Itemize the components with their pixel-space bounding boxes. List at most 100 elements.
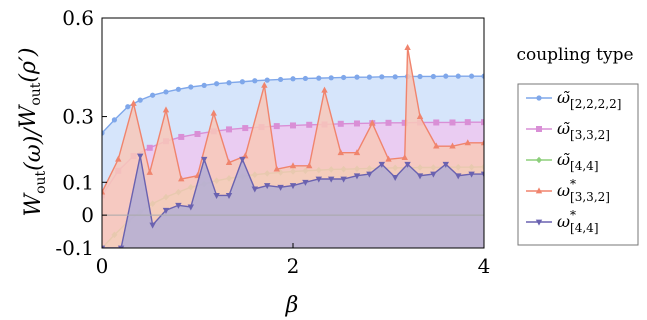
- data-point: [379, 74, 385, 80]
- data-point: [328, 75, 334, 81]
- legend-label: ω̃[3,3,2]: [557, 119, 610, 142]
- data-point: [162, 207, 170, 214]
- data-point: [115, 155, 122, 162]
- data-point: [480, 139, 484, 146]
- series-line: [102, 155, 484, 248]
- plot-area: [102, 43, 484, 248]
- data-point: [321, 86, 328, 93]
- data-point: [146, 168, 153, 175]
- x-axis-label: β: [285, 293, 299, 318]
- data-point: [273, 123, 280, 130]
- y-axis-label: Wout(ω)/Wout(ρ′): [16, 47, 49, 216]
- data-point: [264, 183, 271, 190]
- data-point: [337, 120, 344, 127]
- data-point: [430, 73, 436, 80]
- data-point: [404, 161, 411, 168]
- data-point: [468, 73, 475, 79]
- data-point: [277, 76, 284, 83]
- data-point: [328, 176, 335, 183]
- data-point: [149, 222, 156, 229]
- x-tick-label: 0: [96, 254, 109, 278]
- data-point: [392, 74, 398, 80]
- data-point: [404, 43, 411, 50]
- data-point: [163, 89, 169, 95]
- data-point: [194, 130, 201, 137]
- legend-entry: ω* [4,4]: [526, 208, 599, 235]
- data-point: [137, 97, 143, 103]
- data-point: [273, 165, 280, 172]
- data-point: [175, 86, 181, 92]
- data-point: [289, 183, 297, 190]
- data-point: [213, 193, 220, 200]
- y-tick-label: -0.1: [55, 236, 94, 260]
- data-point: [290, 122, 296, 129]
- legend-marker: [535, 187, 543, 194]
- data-point: [480, 171, 484, 178]
- legend: coupling type ω̃[2,2,2,2] ω̃[3,3,2] ω̃[4,4…: [516, 45, 639, 246]
- data-point: [464, 119, 471, 126]
- data-point: [433, 119, 440, 126]
- data-point: [353, 173, 361, 180]
- data-point: [416, 112, 424, 119]
- legend-title: coupling type: [516, 45, 633, 65]
- series-line: [102, 47, 484, 193]
- series-5: [102, 153, 484, 248]
- data-point: [417, 73, 423, 80]
- legend-marker: [535, 219, 543, 226]
- data-point: [340, 176, 347, 183]
- y-tick-label: 0.1: [62, 170, 94, 194]
- data-point: [302, 179, 309, 186]
- data-point: [337, 149, 344, 156]
- data-point: [354, 74, 360, 80]
- data-point: [251, 186, 258, 193]
- legend-marker: [536, 95, 542, 101]
- data-point: [306, 162, 313, 169]
- data-point: [277, 184, 284, 191]
- data-point: [226, 126, 233, 133]
- legend-entry: ω̃[2,2,2,2]: [526, 88, 621, 111]
- data-point: [416, 173, 424, 180]
- data-point: [178, 133, 185, 140]
- data-point: [401, 154, 408, 161]
- data-point: [264, 77, 270, 83]
- data-point: [366, 171, 373, 178]
- x-tick-label: 4: [478, 254, 491, 278]
- data-point: [239, 79, 245, 85]
- data-point: [187, 204, 195, 211]
- y-tick-label: 0.6: [62, 6, 94, 30]
- data-point: [162, 106, 170, 113]
- data-point: [102, 188, 106, 195]
- series-area: [102, 156, 484, 248]
- data-point: [449, 119, 456, 126]
- data-point: [433, 142, 440, 149]
- data-point: [188, 84, 194, 90]
- data-point: [366, 74, 372, 80]
- data-point: [353, 120, 360, 127]
- data-point: [178, 175, 185, 182]
- data-point: [102, 130, 105, 136]
- data-point: [242, 125, 249, 132]
- data-point: [369, 119, 376, 126]
- data-point: [210, 109, 217, 116]
- y-tick-label: 0.3: [62, 105, 94, 129]
- data-point: [442, 161, 449, 168]
- data-point: [401, 119, 408, 126]
- data-point: [150, 92, 156, 98]
- data-point: [226, 80, 232, 86]
- data-point: [302, 75, 309, 82]
- y-tick-label: 0: [81, 203, 94, 227]
- data-point: [117, 245, 125, 248]
- data-point: [481, 119, 484, 126]
- data-point: [481, 73, 484, 79]
- data-point: [391, 174, 399, 181]
- data-point: [111, 117, 118, 123]
- data-point: [137, 153, 144, 160]
- legend-label: ω* [3,3,2]: [557, 177, 610, 204]
- data-point: [378, 161, 386, 168]
- data-point: [290, 76, 296, 82]
- legend-box: [517, 83, 639, 246]
- legend-marker: [536, 156, 542, 164]
- data-point: [261, 81, 268, 88]
- data-point: [102, 245, 106, 248]
